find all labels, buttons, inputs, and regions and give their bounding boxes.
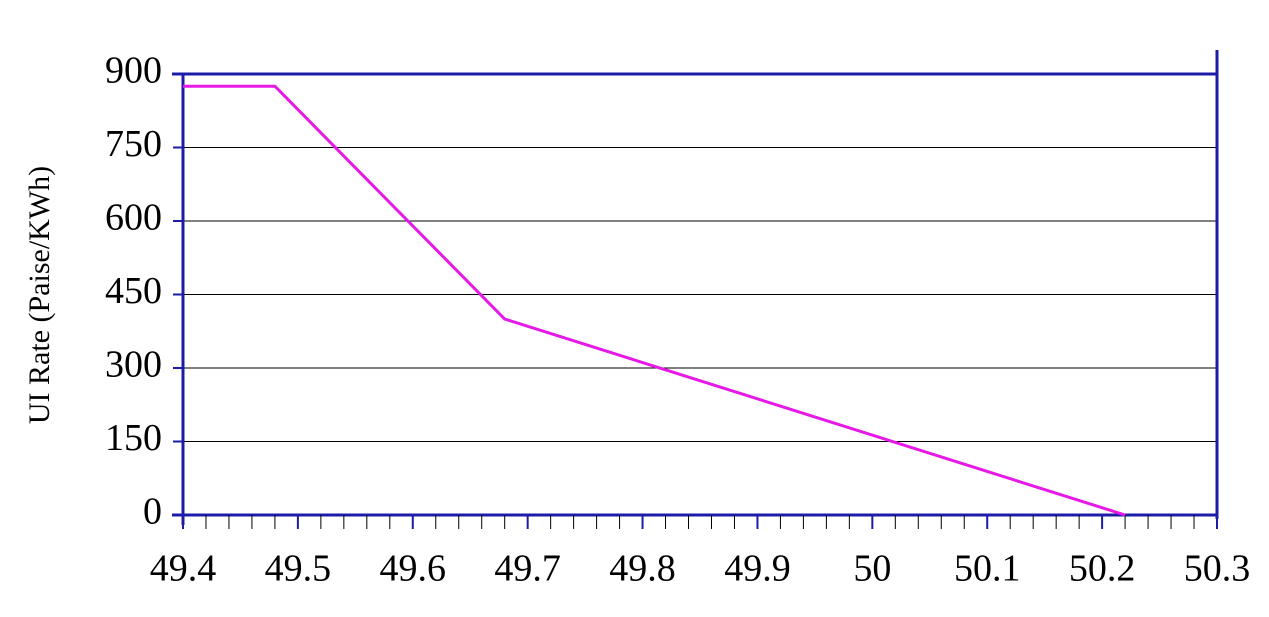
x-tick-label: 50.3 xyxy=(1184,548,1251,590)
x-tick-label: 50.1 xyxy=(954,548,1021,590)
x-tick-label: 49.5 xyxy=(265,548,332,590)
y-tick-label: 150 xyxy=(105,417,162,459)
y-axis-label: UI Rate (Paise/KWh) xyxy=(23,166,56,424)
y-tick-label: 600 xyxy=(105,197,162,239)
y-tick-label: 750 xyxy=(105,123,162,165)
y-tick-label: 450 xyxy=(105,270,162,312)
x-tick-label: 49.7 xyxy=(494,548,561,590)
x-tick-label: 49.9 xyxy=(724,548,791,590)
x-tick-label: 50 xyxy=(853,548,891,590)
x-tick-label: 49.4 xyxy=(150,548,217,590)
y-tick-label: 900 xyxy=(105,50,162,92)
x-tick-label: 49.6 xyxy=(380,548,447,590)
x-tick-label: 49.8 xyxy=(609,548,676,590)
y-tick-label: 300 xyxy=(105,344,162,386)
y-tick-label: 0 xyxy=(143,491,162,533)
x-tick-label: 50.2 xyxy=(1069,548,1136,590)
data-line xyxy=(183,84,1126,517)
